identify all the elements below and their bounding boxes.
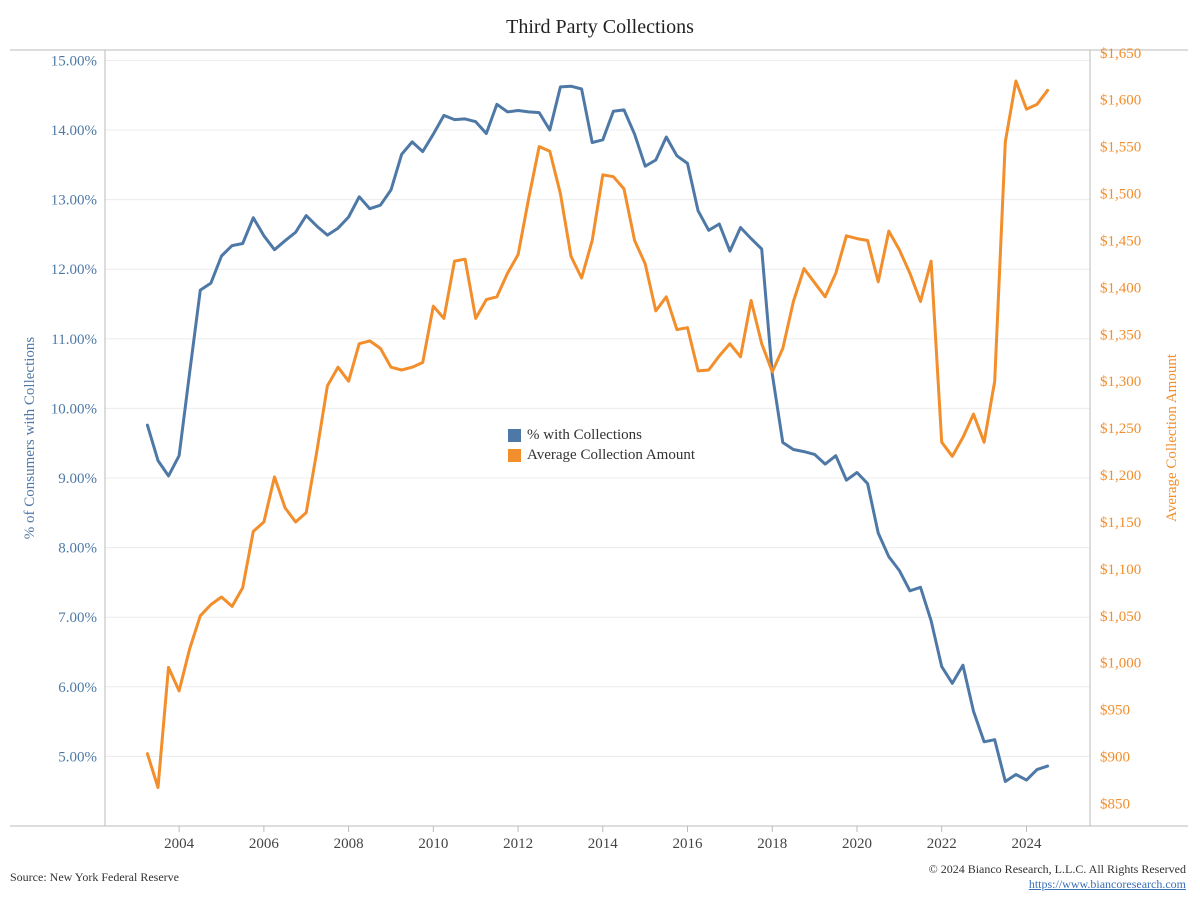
legend-label-collections: % with Collections: [527, 426, 642, 443]
x-tick-label: 2012: [503, 836, 533, 852]
y-left-tick-label: 9.00%: [58, 471, 97, 487]
y-right-tick-label: $1,150: [1100, 515, 1141, 531]
x-tick-label: 2008: [334, 836, 364, 852]
y-right-tick-label: $1,350: [1100, 327, 1141, 343]
x-tick-label: 2020: [842, 836, 872, 852]
y-left-tick-label: 10.00%: [51, 401, 97, 417]
y-axis-right-label: Average Collection Amount: [1164, 353, 1180, 522]
y-left-tick-label: 5.00%: [58, 749, 97, 765]
y-left-tick-label: 13.00%: [51, 193, 97, 209]
x-tick-label: 2018: [757, 836, 787, 852]
x-tick-label: 2024: [1011, 836, 1042, 852]
y-right-tick-label: $1,600: [1100, 93, 1141, 109]
legend-label-amount: Average Collection Amount: [527, 446, 696, 463]
source-note: Source: New York Federal Reserve: [10, 870, 179, 884]
y-right-tick-label: $1,300: [1100, 374, 1141, 390]
legend-swatch-blue: [508, 428, 521, 442]
y-axis-left-label: % of Consumers with Collections: [22, 337, 38, 540]
y-right-tick-label: $1,250: [1100, 421, 1141, 437]
x-tick-label: 2022: [927, 836, 957, 852]
y-right-tick-label: $1,400: [1100, 280, 1141, 296]
y-left-tick-label: 12.00%: [51, 262, 97, 278]
y-left-tick-label: 14.00%: [51, 123, 97, 139]
y-left-tick-label: 6.00%: [58, 680, 97, 696]
copyright-block: © 2024 Bianco Research, L.L.C. All Right…: [929, 862, 1186, 892]
y-left-tick-label: 8.00%: [58, 541, 97, 557]
x-tick-label: 2006: [249, 836, 280, 852]
y-right-tick-label: $1,000: [1100, 656, 1141, 672]
y-right-tick-label: $950: [1100, 703, 1130, 719]
website-link[interactable]: https://www.biancoresearch.com: [1028, 877, 1186, 891]
x-tick-label: 2004: [164, 836, 195, 852]
y-left-tick-label: 11.00%: [51, 332, 97, 348]
series-line-collections-pct: [145, 84, 1050, 783]
y-right-tick-label: $1,450: [1100, 233, 1141, 249]
x-tick-label: 2010: [418, 836, 448, 852]
legend-item-collections: % with Collections: [508, 425, 695, 445]
x-tick-label: 2016: [673, 836, 704, 852]
y-right-tick-label: $1,100: [1100, 562, 1141, 578]
x-tick-label: 2014: [588, 836, 619, 852]
y-left-tick-label: 15.00%: [51, 53, 97, 69]
y-right-tick-label: $1,650: [1100, 46, 1141, 62]
y-left-tick-label: 7.00%: [58, 610, 97, 626]
legend: % with Collections Average Collection Am…: [508, 425, 695, 465]
chart-title: Third Party Collections: [506, 16, 694, 38]
y-right-tick-label: $1,500: [1100, 187, 1141, 203]
y-right-tick-label: $1,200: [1100, 468, 1141, 484]
y-right-tick-label: $1,550: [1100, 140, 1141, 156]
series-line-avg-amount: [145, 79, 1050, 789]
y-right-tick-label: $900: [1100, 750, 1130, 766]
copyright-text: © 2024 Bianco Research, L.L.C. All Right…: [928, 862, 1186, 876]
y-right-tick-label: $1,050: [1100, 609, 1141, 625]
legend-swatch-orange: [508, 448, 521, 462]
legend-item-amount: Average Collection Amount: [508, 445, 695, 465]
y-right-tick-label: $850: [1100, 796, 1130, 812]
